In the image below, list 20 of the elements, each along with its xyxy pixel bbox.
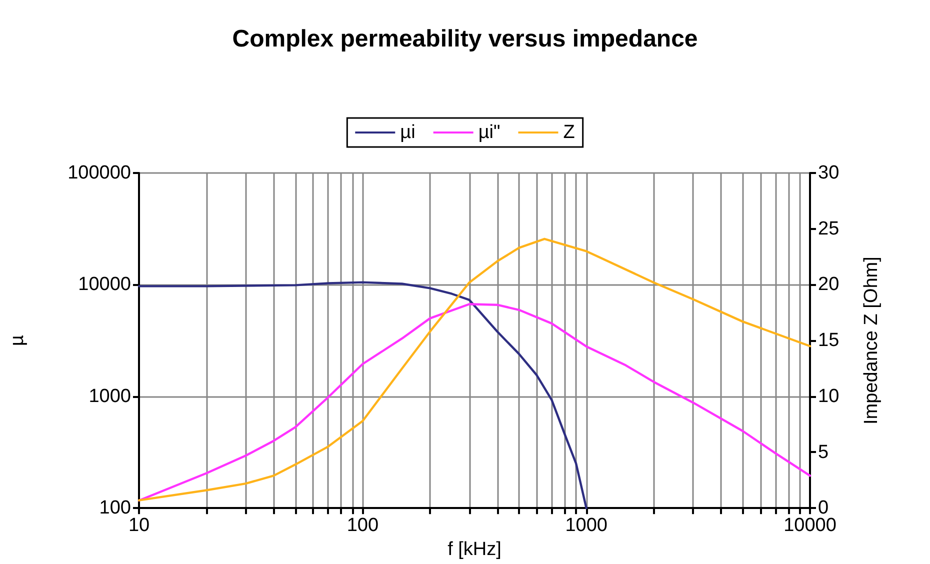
chart-title: Complex permeability versus impedance [232,26,698,52]
y2-tick-label: 10 [818,386,840,407]
y2-axis-title: Impedance Z [Ohm] [861,256,882,425]
x-tick-label: 100 [346,515,379,536]
y-tick-label: 100000 [68,162,131,184]
legend-label: Z [563,122,576,143]
y-axis-title: µ [7,335,28,346]
x-tick-label: 1000 [565,515,608,536]
x-tick-label: 10 [128,515,150,536]
y-tick-label: 10000 [78,274,131,296]
x-axis-title: f [kHz] [448,539,502,560]
legend-label: µi [400,122,416,143]
legend-label: µi" [478,122,500,143]
y-tick-label: 100 [99,498,131,519]
y2-tick-label: 25 [818,218,840,240]
y2-tick-label: 5 [818,442,829,463]
y2-tick-label: 30 [818,162,840,184]
y-tick-label: 1000 [88,386,131,407]
y2-tick-label: 15 [818,330,840,352]
y2-tick-label: 20 [818,274,840,296]
